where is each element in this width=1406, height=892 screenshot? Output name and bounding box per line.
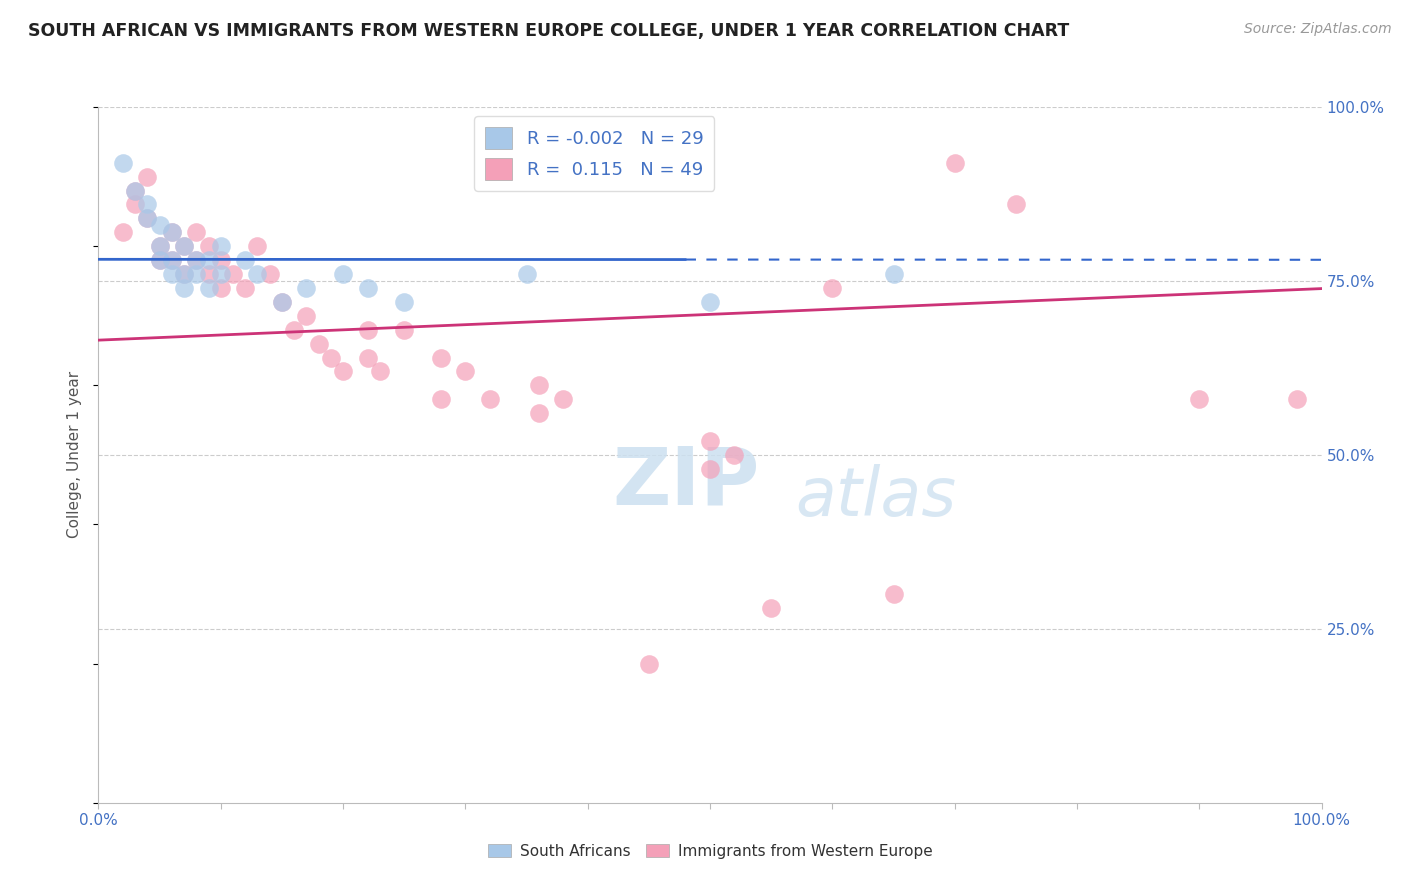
Point bbox=[761, 601, 783, 615]
Point bbox=[1188, 392, 1211, 407]
Point bbox=[332, 267, 354, 281]
Point bbox=[699, 434, 721, 448]
Point bbox=[173, 239, 195, 253]
Point bbox=[160, 253, 183, 268]
Point bbox=[553, 392, 575, 407]
Point bbox=[319, 351, 342, 365]
Point bbox=[149, 219, 172, 233]
Point bbox=[111, 155, 134, 169]
Point bbox=[943, 155, 966, 169]
Point bbox=[173, 267, 195, 281]
Point bbox=[723, 448, 745, 462]
Point bbox=[197, 281, 219, 295]
Point bbox=[209, 267, 232, 281]
Point bbox=[149, 239, 172, 253]
Point bbox=[295, 281, 318, 295]
Point bbox=[233, 253, 256, 268]
Point bbox=[173, 239, 195, 253]
Y-axis label: College, Under 1 year: College, Under 1 year bbox=[67, 371, 83, 539]
Point bbox=[1286, 392, 1309, 407]
Point bbox=[883, 587, 905, 601]
Point bbox=[136, 169, 159, 184]
Point bbox=[332, 364, 354, 378]
Point bbox=[111, 225, 134, 239]
Point bbox=[699, 462, 721, 476]
Point bbox=[197, 267, 219, 281]
Point bbox=[149, 239, 172, 253]
Point bbox=[527, 378, 550, 392]
Point bbox=[160, 253, 183, 268]
Point bbox=[136, 197, 159, 211]
Point bbox=[270, 294, 294, 309]
Point bbox=[173, 267, 195, 281]
Point bbox=[209, 253, 232, 268]
Point bbox=[430, 351, 453, 365]
Point bbox=[209, 239, 232, 253]
Point bbox=[699, 294, 721, 309]
Point bbox=[259, 267, 281, 281]
Point bbox=[186, 253, 208, 268]
Point bbox=[308, 336, 330, 351]
Point bbox=[124, 184, 146, 198]
Point bbox=[883, 267, 905, 281]
Point bbox=[295, 309, 318, 323]
Point bbox=[186, 267, 208, 281]
Point bbox=[478, 392, 501, 407]
Point bbox=[1004, 197, 1026, 211]
Point bbox=[821, 281, 844, 295]
Point bbox=[356, 351, 378, 365]
Point bbox=[233, 281, 256, 295]
Text: SOUTH AFRICAN VS IMMIGRANTS FROM WESTERN EUROPE COLLEGE, UNDER 1 YEAR CORRELATIO: SOUTH AFRICAN VS IMMIGRANTS FROM WESTERN… bbox=[28, 22, 1070, 40]
Point bbox=[186, 225, 208, 239]
Point bbox=[527, 406, 550, 420]
Point bbox=[222, 267, 245, 281]
Point bbox=[246, 267, 269, 281]
Point bbox=[368, 364, 391, 378]
Point bbox=[392, 323, 416, 337]
Point bbox=[246, 239, 269, 253]
Point bbox=[515, 267, 537, 281]
Legend: South Africans, Immigrants from Western Europe: South Africans, Immigrants from Western … bbox=[481, 838, 939, 864]
Point bbox=[197, 239, 219, 253]
Point bbox=[197, 253, 219, 268]
Point bbox=[160, 267, 183, 281]
Point bbox=[160, 225, 183, 239]
Text: Source: ZipAtlas.com: Source: ZipAtlas.com bbox=[1244, 22, 1392, 37]
Point bbox=[356, 323, 378, 337]
Point bbox=[124, 197, 146, 211]
Point bbox=[136, 211, 159, 226]
Point bbox=[283, 323, 305, 337]
Point bbox=[454, 364, 477, 378]
Point bbox=[149, 253, 172, 268]
Point bbox=[638, 657, 661, 671]
Point bbox=[430, 392, 453, 407]
Point bbox=[186, 253, 208, 268]
Point bbox=[124, 184, 146, 198]
Point bbox=[160, 225, 183, 239]
Text: ZIP: ZIP bbox=[612, 443, 759, 522]
Point bbox=[136, 211, 159, 226]
Point bbox=[392, 294, 416, 309]
Point bbox=[356, 281, 378, 295]
Text: atlas: atlas bbox=[796, 464, 956, 530]
Point bbox=[209, 281, 232, 295]
Point bbox=[173, 281, 195, 295]
Point bbox=[149, 253, 172, 268]
Point bbox=[270, 294, 294, 309]
